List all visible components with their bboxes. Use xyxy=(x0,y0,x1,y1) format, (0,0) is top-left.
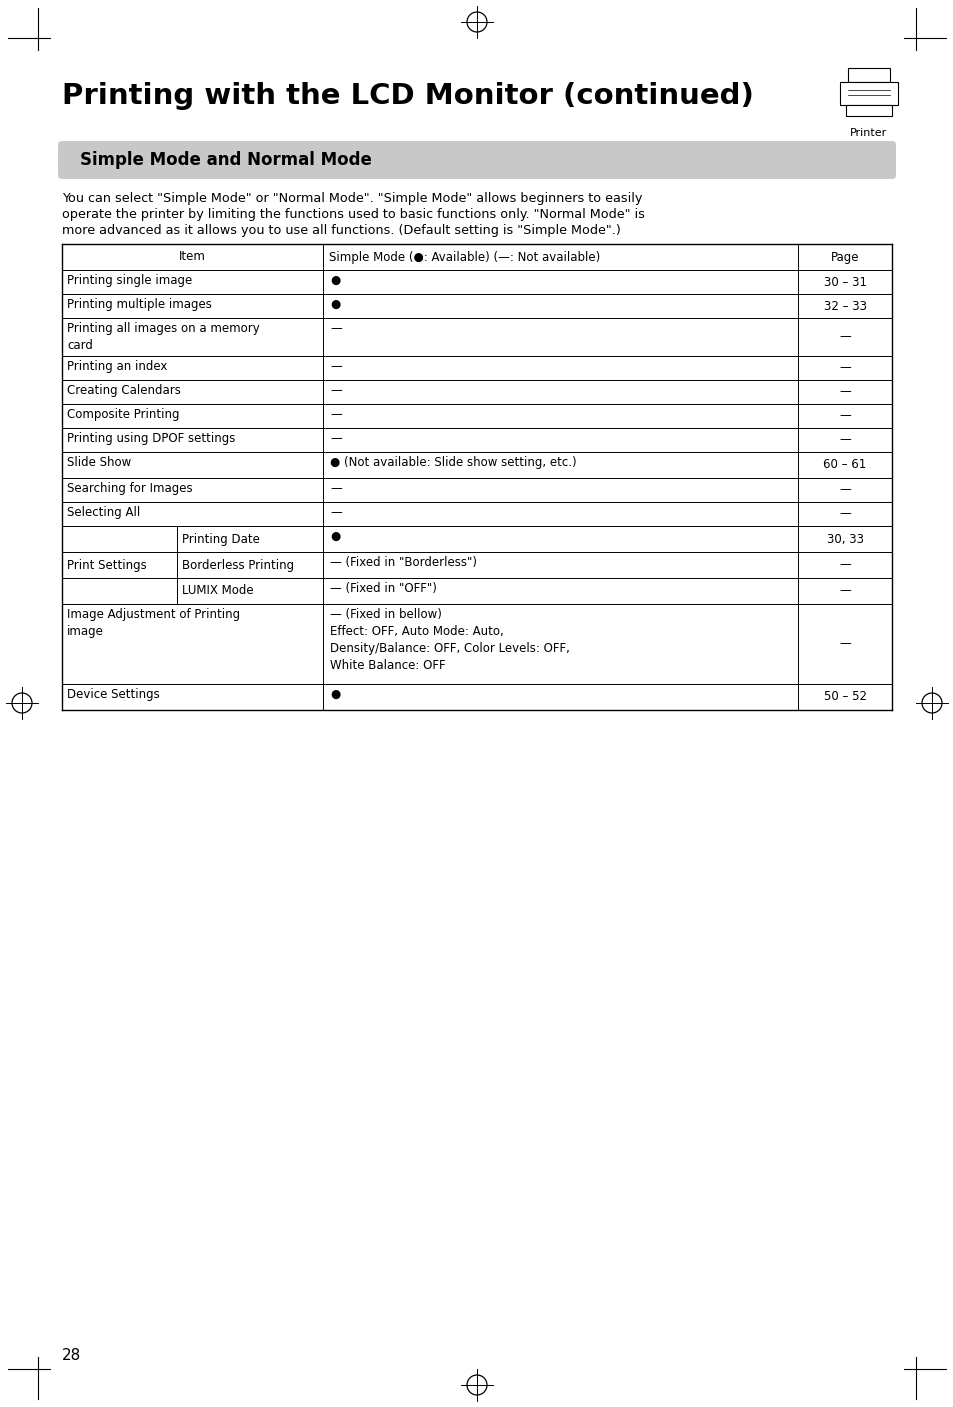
Text: Selecting All: Selecting All xyxy=(67,507,140,519)
Text: Simple Mode (●: Available) (—: Not available): Simple Mode (●: Available) (—: Not avail… xyxy=(329,250,600,263)
Text: —: — xyxy=(330,483,342,495)
Text: ●: ● xyxy=(330,274,340,287)
Text: Printing an index: Printing an index xyxy=(67,360,167,373)
Text: Item: Item xyxy=(179,250,206,263)
Text: —: — xyxy=(330,408,342,421)
Text: — (Fixed in "Borderless"): — (Fixed in "Borderless") xyxy=(330,556,476,568)
Text: —: — xyxy=(839,559,850,571)
Text: 30 – 31: 30 – 31 xyxy=(822,276,865,288)
Text: LUMIX Mode: LUMIX Mode xyxy=(182,584,253,598)
Text: Printing single image: Printing single image xyxy=(67,274,193,287)
Text: Printing Date: Printing Date xyxy=(182,532,259,546)
Text: Image Adjustment of Printing
image: Image Adjustment of Printing image xyxy=(67,608,240,637)
Text: 32 – 33: 32 – 33 xyxy=(822,300,865,312)
Text: You can select "Simple Mode" or "Normal Mode". "Simple Mode" allows beginners to: You can select "Simple Mode" or "Normal … xyxy=(62,191,641,205)
Bar xyxy=(847,68,889,82)
Text: — (Fixed in bellow)
Effect: OFF, Auto Mode: Auto,
Density/Balance: OFF, Color Le: — (Fixed in bellow) Effect: OFF, Auto Mo… xyxy=(330,608,570,673)
Text: —: — xyxy=(839,409,850,422)
Text: —: — xyxy=(839,484,850,497)
Text: Borderless Printing: Borderless Printing xyxy=(182,559,294,571)
Text: Page: Page xyxy=(830,250,859,263)
Text: Creating Calendars: Creating Calendars xyxy=(67,384,181,397)
Text: ●: ● xyxy=(330,530,340,543)
Text: Printing with the LCD Monitor (continued): Printing with the LCD Monitor (continued… xyxy=(62,82,753,110)
Bar xyxy=(845,104,891,115)
Bar xyxy=(840,82,897,104)
Text: Composite Printing: Composite Printing xyxy=(67,408,179,421)
Text: 30, 33: 30, 33 xyxy=(825,532,862,546)
Text: 60 – 61: 60 – 61 xyxy=(822,459,866,471)
Text: —: — xyxy=(839,433,850,446)
Text: 28: 28 xyxy=(62,1348,81,1362)
FancyBboxPatch shape xyxy=(58,141,895,179)
Text: —: — xyxy=(839,362,850,374)
Text: Printing using DPOF settings: Printing using DPOF settings xyxy=(67,432,235,445)
Text: —: — xyxy=(839,331,850,343)
Text: —: — xyxy=(330,360,342,373)
Text: —: — xyxy=(330,432,342,445)
Text: Device Settings: Device Settings xyxy=(67,688,159,701)
Text: — (Fixed in "OFF"): — (Fixed in "OFF") xyxy=(330,582,436,595)
Text: Print Settings: Print Settings xyxy=(67,559,147,571)
Text: —: — xyxy=(330,322,342,335)
Text: operate the printer by limiting the functions used to basic functions only. "Nor: operate the printer by limiting the func… xyxy=(62,208,644,221)
Text: —: — xyxy=(839,386,850,398)
Text: —: — xyxy=(839,637,850,650)
Text: more advanced as it allows you to use all functions. (Default setting is "Simple: more advanced as it allows you to use al… xyxy=(62,224,620,236)
Text: Printing all images on a memory
card: Printing all images on a memory card xyxy=(67,322,259,352)
Text: Simple Mode and Normal Mode: Simple Mode and Normal Mode xyxy=(80,151,372,169)
Text: —: — xyxy=(839,584,850,598)
Text: ●: ● xyxy=(330,688,340,701)
Text: 50 – 52: 50 – 52 xyxy=(822,691,865,704)
Text: ● (Not available: Slide show setting, etc.): ● (Not available: Slide show setting, et… xyxy=(330,456,577,469)
Text: Printing multiple images: Printing multiple images xyxy=(67,298,212,311)
Text: Printer: Printer xyxy=(849,128,886,138)
Text: Searching for Images: Searching for Images xyxy=(67,483,193,495)
Text: Slide Show: Slide Show xyxy=(67,456,132,469)
Text: —: — xyxy=(330,507,342,519)
Text: ●: ● xyxy=(330,298,340,311)
Text: —: — xyxy=(839,508,850,521)
Text: —: — xyxy=(330,384,342,397)
